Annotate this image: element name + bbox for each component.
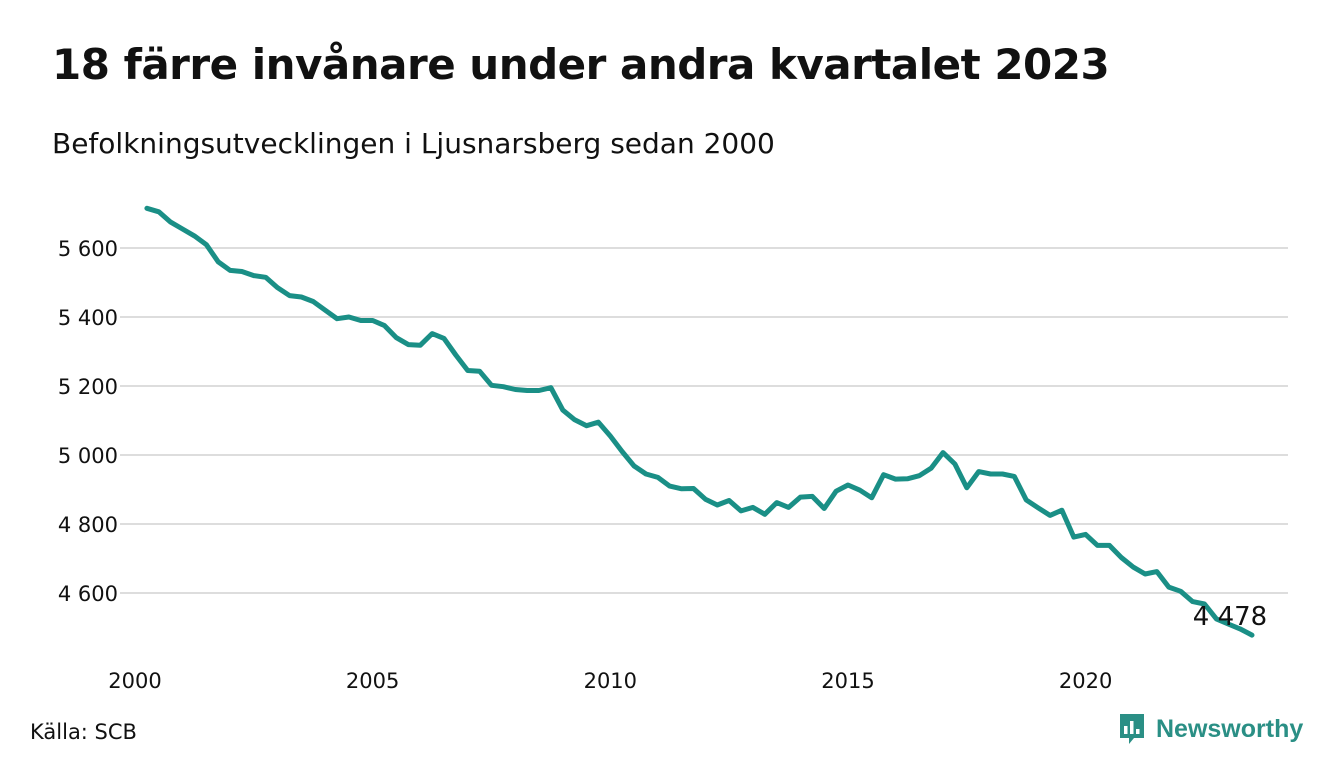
- x-tick-label: 2015: [821, 669, 874, 693]
- y-tick-label: 5 200: [58, 375, 118, 399]
- y-tick-label: 5 600: [58, 237, 118, 261]
- y-tick-label: 5 000: [58, 444, 118, 468]
- x-tick-label: 2010: [584, 669, 637, 693]
- x-tick-label: 2020: [1059, 669, 1112, 693]
- x-tick-label: 2000: [108, 669, 161, 693]
- y-tick-label: 4 800: [58, 513, 118, 537]
- population-series-line: [144, 205, 1255, 638]
- source-credit: Källa: SCB: [30, 720, 137, 744]
- end-value-label: 4 478: [1193, 602, 1267, 632]
- logo-text: Newsworthy: [1156, 714, 1304, 743]
- gridlines: [120, 247, 1288, 594]
- newsworthy-logo: Newsworthy: [1118, 712, 1303, 746]
- newsworthy-chart-bubble-icon: [1120, 714, 1144, 744]
- chart-subtitle: Befolkningsutvecklingen i Ljusnarsberg s…: [52, 127, 775, 160]
- x-axis-tick-labels: 2000 2005 2010 2015 2020: [108, 669, 1112, 693]
- y-axis-tick-labels: 4 600 4 800 5 000 5 200 5 400 5 600: [58, 237, 118, 606]
- y-tick-label: 4 600: [58, 582, 118, 606]
- y-tick-label: 5 400: [58, 306, 118, 330]
- x-tick-label: 2005: [346, 669, 399, 693]
- chart-title: 18 färre invånare under andra kvartalet …: [52, 40, 1110, 89]
